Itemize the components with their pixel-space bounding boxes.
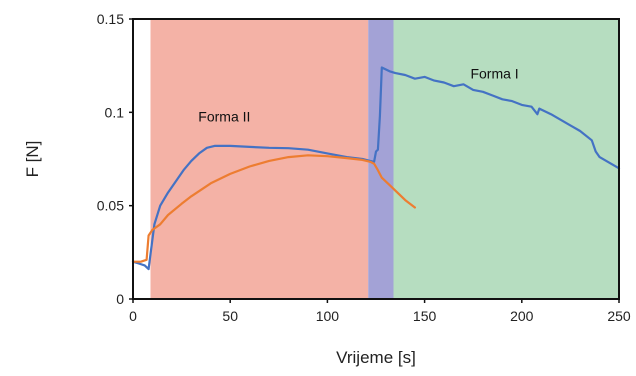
x-axis-title: Vrijeme [s] (336, 348, 416, 367)
series-layer (131, 66, 621, 271)
x-tick-label-3: 150 (413, 308, 437, 324)
series-line-0 (131, 66, 621, 271)
region-label-2: Forma I (470, 66, 518, 82)
regions-layer (150, 19, 619, 299)
x-tick-label-5: 250 (607, 308, 631, 324)
x-tick-label-4: 200 (510, 308, 534, 324)
y-tick-label-1: 0.05 (97, 198, 124, 214)
region-band-2 (393, 19, 619, 299)
y-tick-label-3: 0.15 (97, 11, 124, 27)
y-tick-label-0: 0 (116, 291, 124, 307)
x-tick-label-2: 100 (316, 308, 340, 324)
region-band-0 (150, 19, 369, 299)
y-tick-label-2: 0.1 (105, 104, 125, 120)
annot-layer: Forma II Forma I (198, 66, 518, 125)
x-tick-label-0: 0 (129, 308, 137, 324)
ticks-layer: 0 50 100 150 200 250 0 0.05 0.1 0.15 (97, 11, 631, 324)
y-axis-title: F [N] (23, 141, 42, 178)
region-band-1 (368, 19, 394, 299)
plot-frame (132, 18, 620, 300)
x-tick-label-1: 50 (222, 308, 238, 324)
series-line-1 (131, 154, 416, 263)
region-label-0: Forma II (198, 109, 250, 125)
